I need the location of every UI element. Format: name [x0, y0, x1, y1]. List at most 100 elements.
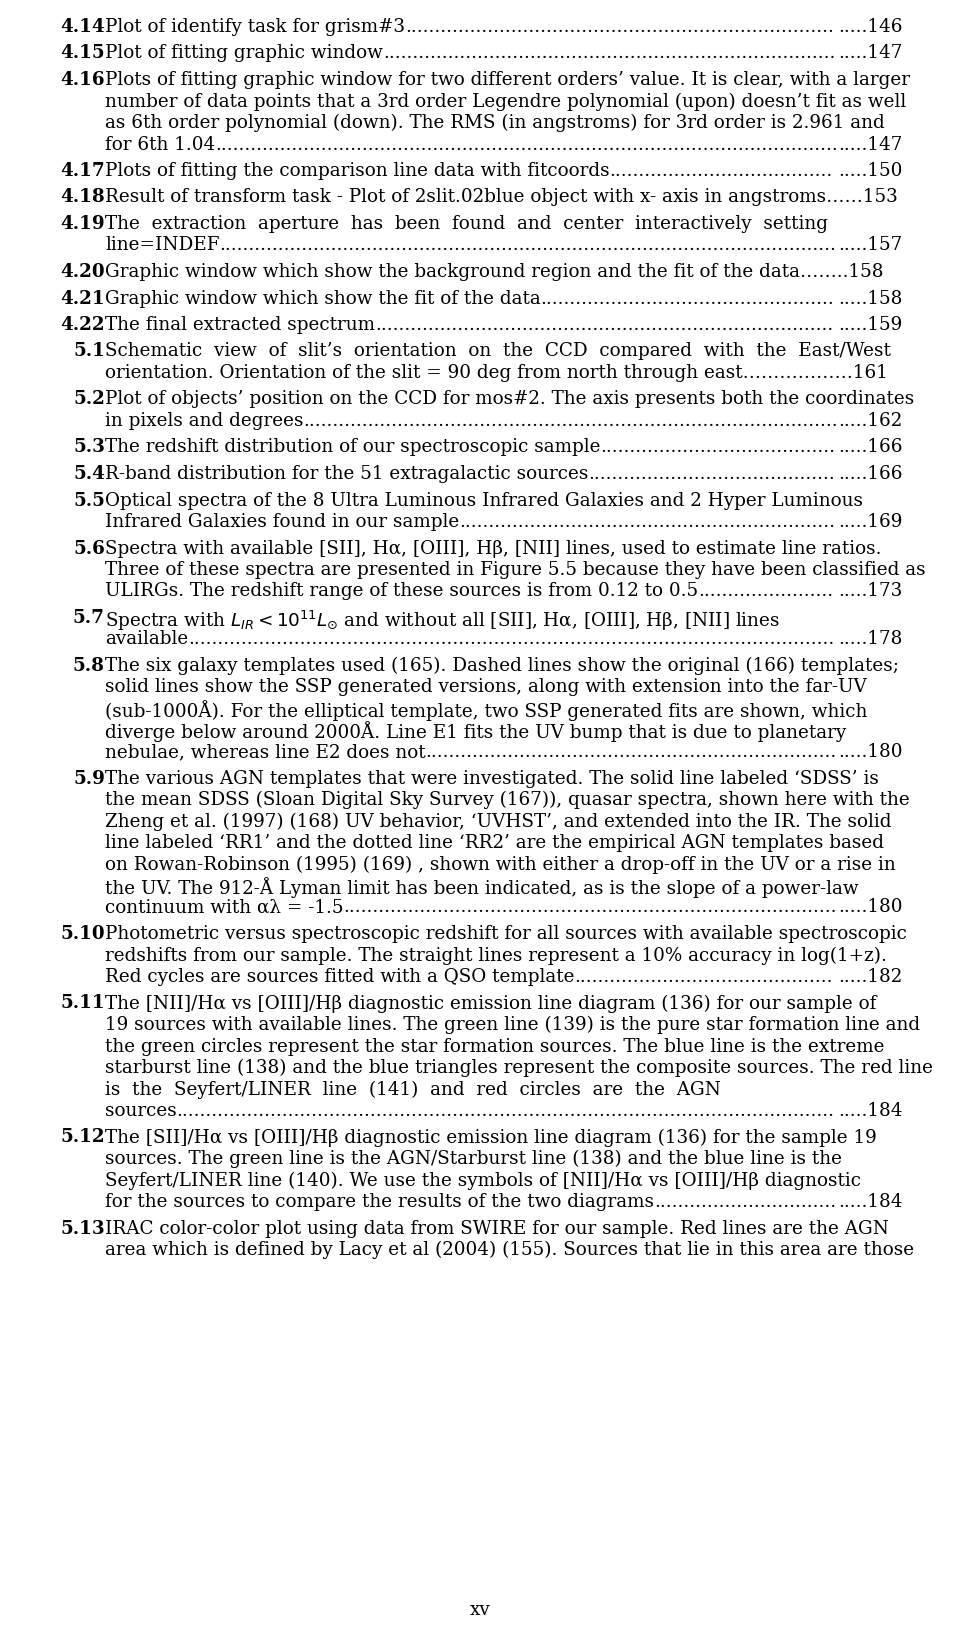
Text: ..............................................................................: ........................................… — [375, 316, 833, 334]
Text: xv: xv — [469, 1601, 491, 1619]
Text: 5.11: 5.11 — [60, 995, 105, 1013]
Text: the mean SDSS (Sloan Digital Sky Survey (167)), quasar spectra, shown here with : the mean SDSS (Sloan Digital Sky Survey … — [105, 791, 910, 809]
Text: .....178: .....178 — [839, 631, 903, 649]
Text: ........................................: ........................................ — [601, 438, 835, 456]
Text: The various AGN templates that were investigated. The solid line labeled ‘SDSS’ : The various AGN templates that were inve… — [105, 769, 878, 787]
Text: line labeled ‘RR1’ and the dotted line ‘RR2’ are the empirical AGN templates bas: line labeled ‘RR1’ and the dotted line ‘… — [105, 833, 884, 851]
Text: ................................................................................: ........................................… — [303, 412, 838, 430]
Text: orientation. Orientation of the slit = 90 deg from north through east………………161: orientation. Orientation of the slit = 9… — [105, 364, 888, 382]
Text: ................................................................................: ........................................… — [220, 237, 836, 255]
Text: 4.18: 4.18 — [60, 188, 105, 206]
Text: R-band distribution for the 51 extragalactic sources: R-band distribution for the 51 extragala… — [105, 464, 588, 483]
Text: .....147: .....147 — [839, 44, 903, 63]
Text: The final extracted spectrum: The final extracted spectrum — [105, 316, 375, 334]
Text: ..........................................: ........................................… — [588, 464, 835, 483]
Text: for 6th 1.04: for 6th 1.04 — [105, 135, 215, 153]
Text: starburst line (138) and the blue triangles represent the composite sources. The: starburst line (138) and the blue triang… — [105, 1059, 933, 1077]
Text: (sub-1000Å). For the elliptical template, two SSP generated fits are shown, whic: (sub-1000Å). For the elliptical template… — [105, 700, 868, 721]
Text: 5.4: 5.4 — [73, 464, 105, 483]
Text: 5.7: 5.7 — [73, 609, 105, 628]
Text: 5.8: 5.8 — [73, 657, 105, 675]
Text: 4.16: 4.16 — [60, 71, 105, 89]
Text: ................................................................................: ........................................… — [215, 135, 838, 153]
Text: The  extraction  aperture  has  been  found  and  center  interactively  setting: The extraction aperture has been found a… — [105, 216, 828, 232]
Text: The six galaxy templates used (165). Dashed lines show the original (166) templa: The six galaxy templates used (165). Das… — [105, 657, 899, 675]
Text: sources: sources — [105, 1102, 177, 1120]
Text: continuum with αλ = -1.5: continuum with αλ = -1.5 — [105, 899, 344, 916]
Text: .......................: ....................... — [698, 583, 833, 601]
Text: .....173: .....173 — [839, 583, 903, 601]
Text: the UV. The 912-Å Lyman limit has been indicated, as is the slope of a power-law: the UV. The 912-Å Lyman limit has been i… — [105, 876, 858, 898]
Text: ................................................................................: ........................................… — [177, 1102, 835, 1120]
Text: Plot of objects’ position on the CCD for mos#2. The axis presents both the coord: Plot of objects’ position on the CCD for… — [105, 390, 914, 408]
Text: Three of these spectra are presented in Figure 5.5 because they have been classi: Three of these spectra are presented in … — [105, 562, 925, 580]
Text: line=INDEF: line=INDEF — [105, 237, 220, 255]
Text: 5.9: 5.9 — [73, 769, 105, 787]
Text: solid lines show the SSP generated versions, along with extension into the far-U: solid lines show the SSP generated versi… — [105, 679, 867, 697]
Text: redshifts from our sample. The straight lines represent a 10% accuracy in log(1+: redshifts from our sample. The straight … — [105, 947, 887, 965]
Text: Red cycles are sources fitted with a QSO template: Red cycles are sources fitted with a QSO… — [105, 968, 574, 987]
Text: 5.12: 5.12 — [60, 1128, 105, 1146]
Text: Plot of identify task for grism#3: Plot of identify task for grism#3 — [105, 18, 405, 36]
Text: Spectra with available [SII], Hα, [OIII], Hβ, [NII] lines, used to estimate line: Spectra with available [SII], Hα, [OIII]… — [105, 540, 881, 557]
Text: .....159: .....159 — [839, 316, 903, 334]
Text: .....169: .....169 — [839, 512, 903, 530]
Text: .....158: .....158 — [839, 290, 903, 308]
Text: in pixels and degrees: in pixels and degrees — [105, 412, 303, 430]
Text: number of data points that a 3rd order Legendre polynomial (upon) doesn’t fit as: number of data points that a 3rd order L… — [105, 92, 906, 110]
Text: Graphic window which show the fit of the data: Graphic window which show the fit of the… — [105, 290, 540, 308]
Text: Plots of fitting graphic window for two different orders’ value. It is clear, wi: Plots of fitting graphic window for two … — [105, 71, 910, 89]
Text: .....184: .....184 — [838, 1102, 903, 1120]
Text: diverge below around 2000Å. Line E1 fits the UV bump that is due to planetary: diverge below around 2000Å. Line E1 fits… — [105, 721, 847, 743]
Text: nebulae, whereas line E2 does not: nebulae, whereas line E2 does not — [105, 743, 425, 761]
Text: .....182: .....182 — [839, 968, 903, 987]
Text: 5.5: 5.5 — [73, 491, 105, 509]
Text: 5.2: 5.2 — [73, 390, 105, 408]
Text: The redshift distribution of our spectroscopic sample: The redshift distribution of our spectro… — [105, 438, 601, 456]
Text: Spectra with $L_{IR} < 10^{11}L_{\odot}$ and without all [SII], Hα, [OIII], Hβ, : Spectra with $L_{IR} < 10^{11}L_{\odot}$… — [105, 609, 780, 632]
Text: ................................................................................: ........................................… — [344, 899, 837, 916]
Text: Plot of fitting graphic window: Plot of fitting graphic window — [105, 44, 383, 63]
Text: ............................................: ........................................… — [574, 968, 833, 987]
Text: .....147: .....147 — [839, 135, 903, 153]
Text: Result of transform task - Plot of 2slit.02blue object with x- axis in angstroms: Result of transform task - Plot of 2slit… — [105, 188, 898, 206]
Text: .........................................................................: ........................................… — [405, 18, 834, 36]
Text: .....180: .....180 — [838, 743, 903, 761]
Text: 5.1: 5.1 — [73, 343, 105, 361]
Text: area which is defined by Lacy et al (2004) (155). Sources that lie in this area : area which is defined by Lacy et al (200… — [105, 1240, 914, 1260]
Text: ......................................: ...................................... — [610, 161, 833, 180]
Text: Zheng et al. (1997) (168) UV behavior, ‘UVHST’, and extended into the IR. The so: Zheng et al. (1997) (168) UV behavior, ‘… — [105, 812, 892, 830]
Text: Photometric versus spectroscopic redshift for all sources with available spectro: Photometric versus spectroscopic redshif… — [105, 926, 907, 944]
Text: .....180: .....180 — [838, 899, 903, 916]
Text: Infrared Galaxies found in our sample: Infrared Galaxies found in our sample — [105, 512, 459, 530]
Text: ULIRGs. The redshift range of these sources is from 0.12 to 0.5: ULIRGs. The redshift range of these sour… — [105, 583, 698, 601]
Text: 4.21: 4.21 — [60, 290, 105, 308]
Text: ................................................................................: ........................................… — [188, 631, 834, 649]
Text: .............................................................................: ........................................… — [383, 44, 835, 63]
Text: Seyfert/LINER line (140). We use the symbols of [NII]/Hα vs [OIII]/Hβ diagnostic: Seyfert/LINER line (140). We use the sym… — [105, 1171, 861, 1189]
Text: .....166: .....166 — [838, 438, 903, 456]
Text: IRAC color-color plot using data from SWIRE for our sample. Red lines are the AG: IRAC color-color plot using data from SW… — [105, 1219, 889, 1237]
Text: .....146: .....146 — [838, 18, 903, 36]
Text: the green circles represent the star formation sources. The blue line is the ext: the green circles represent the star for… — [105, 1038, 884, 1056]
Text: 4.14: 4.14 — [60, 18, 105, 36]
Text: ................................................................: ........................................… — [459, 512, 835, 530]
Text: The [NII]/Hα vs [OIII]/Hβ diagnostic emission line diagram (136) for our sample : The [NII]/Hα vs [OIII]/Hβ diagnostic emi… — [105, 995, 876, 1013]
Text: 4.15: 4.15 — [60, 44, 105, 63]
Text: is  the  Seyfert/LINER  line  (141)  and  red  circles  are  the  AGN: is the Seyfert/LINER line (141) and red … — [105, 1080, 721, 1099]
Text: .....184: .....184 — [838, 1192, 903, 1211]
Text: Graphic window which show the background region and the fit of the data……..158: Graphic window which show the background… — [105, 264, 883, 282]
Text: .....162: .....162 — [839, 412, 903, 430]
Text: sources. The green line is the AGN/Starburst line (138) and the blue line is the: sources. The green line is the AGN/Starb… — [105, 1150, 842, 1168]
Text: 4.19: 4.19 — [60, 216, 105, 232]
Text: 4.17: 4.17 — [60, 161, 105, 180]
Text: 4.22: 4.22 — [60, 316, 105, 334]
Text: 4.20: 4.20 — [60, 264, 105, 282]
Text: 5.10: 5.10 — [60, 926, 105, 944]
Text: 5.13: 5.13 — [60, 1219, 105, 1237]
Text: .....166: .....166 — [838, 464, 903, 483]
Text: .....150: .....150 — [839, 161, 903, 180]
Text: for the sources to compare the results of the two diagrams: for the sources to compare the results o… — [105, 1192, 654, 1211]
Text: 19 sources with available lines. The green line (139) is the pure star formation: 19 sources with available lines. The gre… — [105, 1016, 920, 1034]
Text: The [SII]/Hα vs [OIII]/Hβ diagnostic emission line diagram (136) for the sample : The [SII]/Hα vs [OIII]/Hβ diagnostic emi… — [105, 1128, 876, 1146]
